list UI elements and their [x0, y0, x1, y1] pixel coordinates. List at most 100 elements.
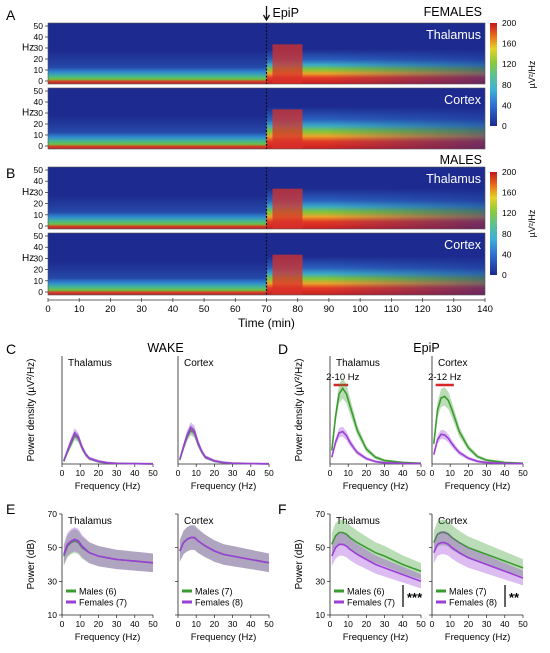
spectrogram-frame — [47, 166, 486, 230]
freq-tick-label: 40 — [34, 97, 44, 107]
x-tick-label: 30 — [228, 619, 238, 629]
colorbar-tick-label: 160 — [502, 188, 516, 198]
x-axis-title: Frequency (Hz) — [343, 481, 408, 492]
x-tick-label: 0 — [60, 468, 65, 478]
x-axis-title: Frequency (Hz) — [343, 632, 408, 643]
freq-tick-label: 30 — [34, 187, 44, 197]
x-tick-label: 0 — [328, 468, 333, 478]
x-tick-label: 40 — [398, 619, 408, 629]
x-tick-label: 20 — [464, 468, 474, 478]
legend-label: Males (6) — [347, 587, 385, 597]
legend-label: Females (7) — [79, 598, 127, 608]
legend-label: Males (7) — [195, 587, 233, 597]
freq-tick-label: 0 — [38, 141, 43, 151]
x-axis-title: Frequency (Hz) — [445, 632, 510, 643]
freq-tick-label: 10 — [34, 276, 44, 286]
time-tick-label: 130 — [446, 304, 462, 315]
subplot-thalamus: 0 10 20 30 40 50 Frequency (Hz) Thalamus — [60, 356, 158, 492]
freq-tick-label: 10 — [34, 210, 44, 220]
series-error-band — [179, 525, 269, 573]
time-tick-label: 140 — [477, 304, 493, 315]
x-tick-label: 40 — [246, 619, 256, 629]
time-tick-label: 20 — [105, 304, 116, 315]
legend-label: Males (6) — [79, 587, 117, 597]
x-axis-title: Frequency (Hz) — [75, 481, 140, 492]
x-axis-title: Frequency (Hz) — [191, 632, 256, 643]
epip-arrow-icon — [262, 6, 271, 22]
series-error-band — [433, 387, 523, 464]
x-tick-label: 40 — [130, 619, 140, 629]
freq-tick-label: 40 — [34, 242, 44, 252]
group-label-males: MALES — [440, 153, 482, 167]
series-error-band — [179, 525, 269, 573]
time-tick-label: 30 — [136, 304, 147, 315]
x-tick-label: 10 — [191, 619, 201, 629]
time-tick-label: 50 — [199, 304, 210, 315]
subplot-cortex: 0 10 20 30 40 50 Frequency (Hz) Cortex — [176, 356, 274, 492]
freq-tick-label: 20 — [34, 265, 44, 275]
x-tick-label: 20 — [210, 468, 220, 478]
time-axis-title: Time (min) — [238, 316, 295, 330]
x-tick-label: 10 — [343, 619, 353, 629]
time-tick-label: 90 — [324, 304, 335, 315]
spectrogram-fade — [326, 88, 485, 149]
spectrogram-fade — [326, 167, 485, 229]
legend-label: Females (8) — [195, 598, 243, 608]
series-error-band — [433, 530, 523, 586]
y-tick-label: 30 — [48, 576, 58, 586]
x-tick-label: 50 — [518, 619, 528, 629]
series-line — [179, 536, 270, 564]
x-tick-label: 20 — [94, 468, 104, 478]
x-tick-label: 20 — [210, 619, 220, 629]
x-tick-label: 10 — [445, 468, 455, 478]
x-tick-label: 50 — [518, 468, 528, 478]
series-line — [433, 395, 524, 465]
x-tick-label: 50 — [148, 619, 158, 629]
x-tick-label: 50 — [416, 619, 426, 629]
subplot-title: Thalamus — [68, 516, 112, 527]
x-tick-label: 40 — [246, 468, 256, 478]
panel-title: WAKE — [147, 341, 183, 355]
series-error-band — [63, 428, 153, 464]
y-tick-label: 70 — [316, 509, 326, 519]
spectrogram-onset — [272, 44, 303, 84]
freq-tick-label: 50 — [34, 21, 44, 31]
series-error-band — [433, 429, 523, 464]
colorbar-tick-label: 0 — [502, 270, 507, 280]
series-line — [331, 543, 422, 583]
x-tick-label: 50 — [264, 468, 274, 478]
series-error-band — [331, 426, 421, 464]
panel-letter-e: E — [6, 501, 15, 517]
significance-stars: *** — [407, 590, 423, 605]
x-tick-label: 50 — [148, 468, 158, 478]
spectrogram-onset — [272, 188, 303, 229]
x-tick-label: 20 — [362, 619, 372, 629]
x-tick-label: 30 — [482, 468, 492, 478]
freq-tick-label: 30 — [34, 43, 44, 53]
spectrogram-band-pre — [48, 260, 267, 295]
y-tick-label: 30 — [316, 576, 326, 586]
freq-tick-label: 50 — [34, 231, 44, 241]
colorbar-tick-label: 160 — [502, 39, 516, 49]
x-axis-title: Frequency (Hz) — [445, 481, 510, 492]
x-tick-label: 40 — [398, 468, 408, 478]
colorbar-unit-label: µV²/Hz — [527, 209, 537, 237]
x-tick-label: 30 — [112, 619, 122, 629]
colorbar-tick-label: 120 — [502, 59, 516, 69]
colorbar-tick-label: 0 — [502, 121, 507, 131]
freq-tick-label: 10 — [34, 130, 44, 140]
spectrogram-frame — [47, 232, 486, 296]
x-tick-label: 30 — [380, 468, 390, 478]
freq-tick-label: 0 — [38, 76, 43, 86]
epip-label: EpiP — [273, 6, 299, 20]
panel-letter-b: B — [6, 165, 15, 181]
spectrogram-frame — [47, 87, 486, 150]
time-tick-label: 100 — [352, 304, 368, 315]
time-tick-label: 70 — [261, 304, 272, 315]
colorbar-tick-label: 120 — [502, 208, 516, 218]
x-tick-label: 30 — [228, 468, 238, 478]
